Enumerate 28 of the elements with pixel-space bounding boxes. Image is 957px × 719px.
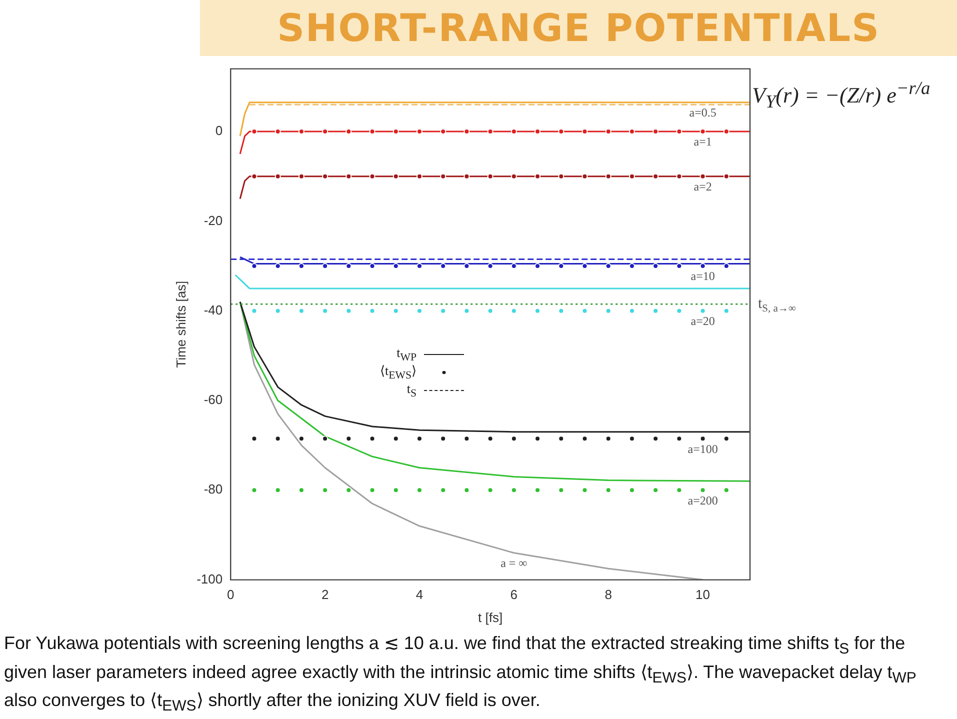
x-tick-label: 6: [510, 587, 518, 602]
annotation: a=100: [688, 442, 718, 456]
annotation: ⟨t$_{EWS}$⟩: [380, 362, 416, 382]
annotation: a=20: [690, 314, 715, 328]
y-tick-label: -100: [196, 571, 223, 586]
x-tick-label: 4: [416, 587, 424, 602]
x-axis-title: t [fs]: [478, 610, 503, 625]
annotation: t$_{WP}$: [396, 344, 416, 364]
y-tick-label: -40: [204, 302, 223, 318]
chart-title: SHORT-RANGE POTENTIALS: [200, 0, 957, 56]
annotation: t$_{S}$: [406, 380, 416, 400]
x-tick-label: 10: [696, 587, 710, 602]
x-tick-label: 8: [604, 587, 612, 602]
y-tick-label: -60: [204, 392, 223, 408]
y-tick-label: -20: [204, 212, 223, 228]
annotation: a=1: [694, 134, 712, 149]
annotation: a = ∞: [500, 556, 528, 570]
text: V$_{Y}$(r) = −(Z/r) e$^{−r/a}$: [752, 78, 930, 113]
y-tick-label: -80: [204, 482, 223, 497]
annotation: a=200: [688, 493, 718, 508]
y-tick-label: 0: [215, 123, 223, 138]
x-tick-label: 0: [227, 587, 234, 602]
annotation: a=10: [690, 269, 715, 284]
y-axis-title: Time shifts [as]: [173, 280, 188, 368]
annotation: a=2: [694, 180, 712, 194]
annotation: a=0.5: [689, 106, 716, 120]
text: For Yukawa potentials with screening lengths a ≲ 10 a.u. we find that the extracted streaking time shifts t$_{S}$ for the given laser parameters indeed agree exactly with the intrinsic atomic time shifts ⟨t$_{EWS}$⟩. The wavepacket delay t$_{WP}$ also converges to ⟨t$_{EWS}$⟩ shortly after the ionizing XUV field is over.: [4, 633, 916, 715]
x-tick-label: 2: [321, 587, 329, 602]
